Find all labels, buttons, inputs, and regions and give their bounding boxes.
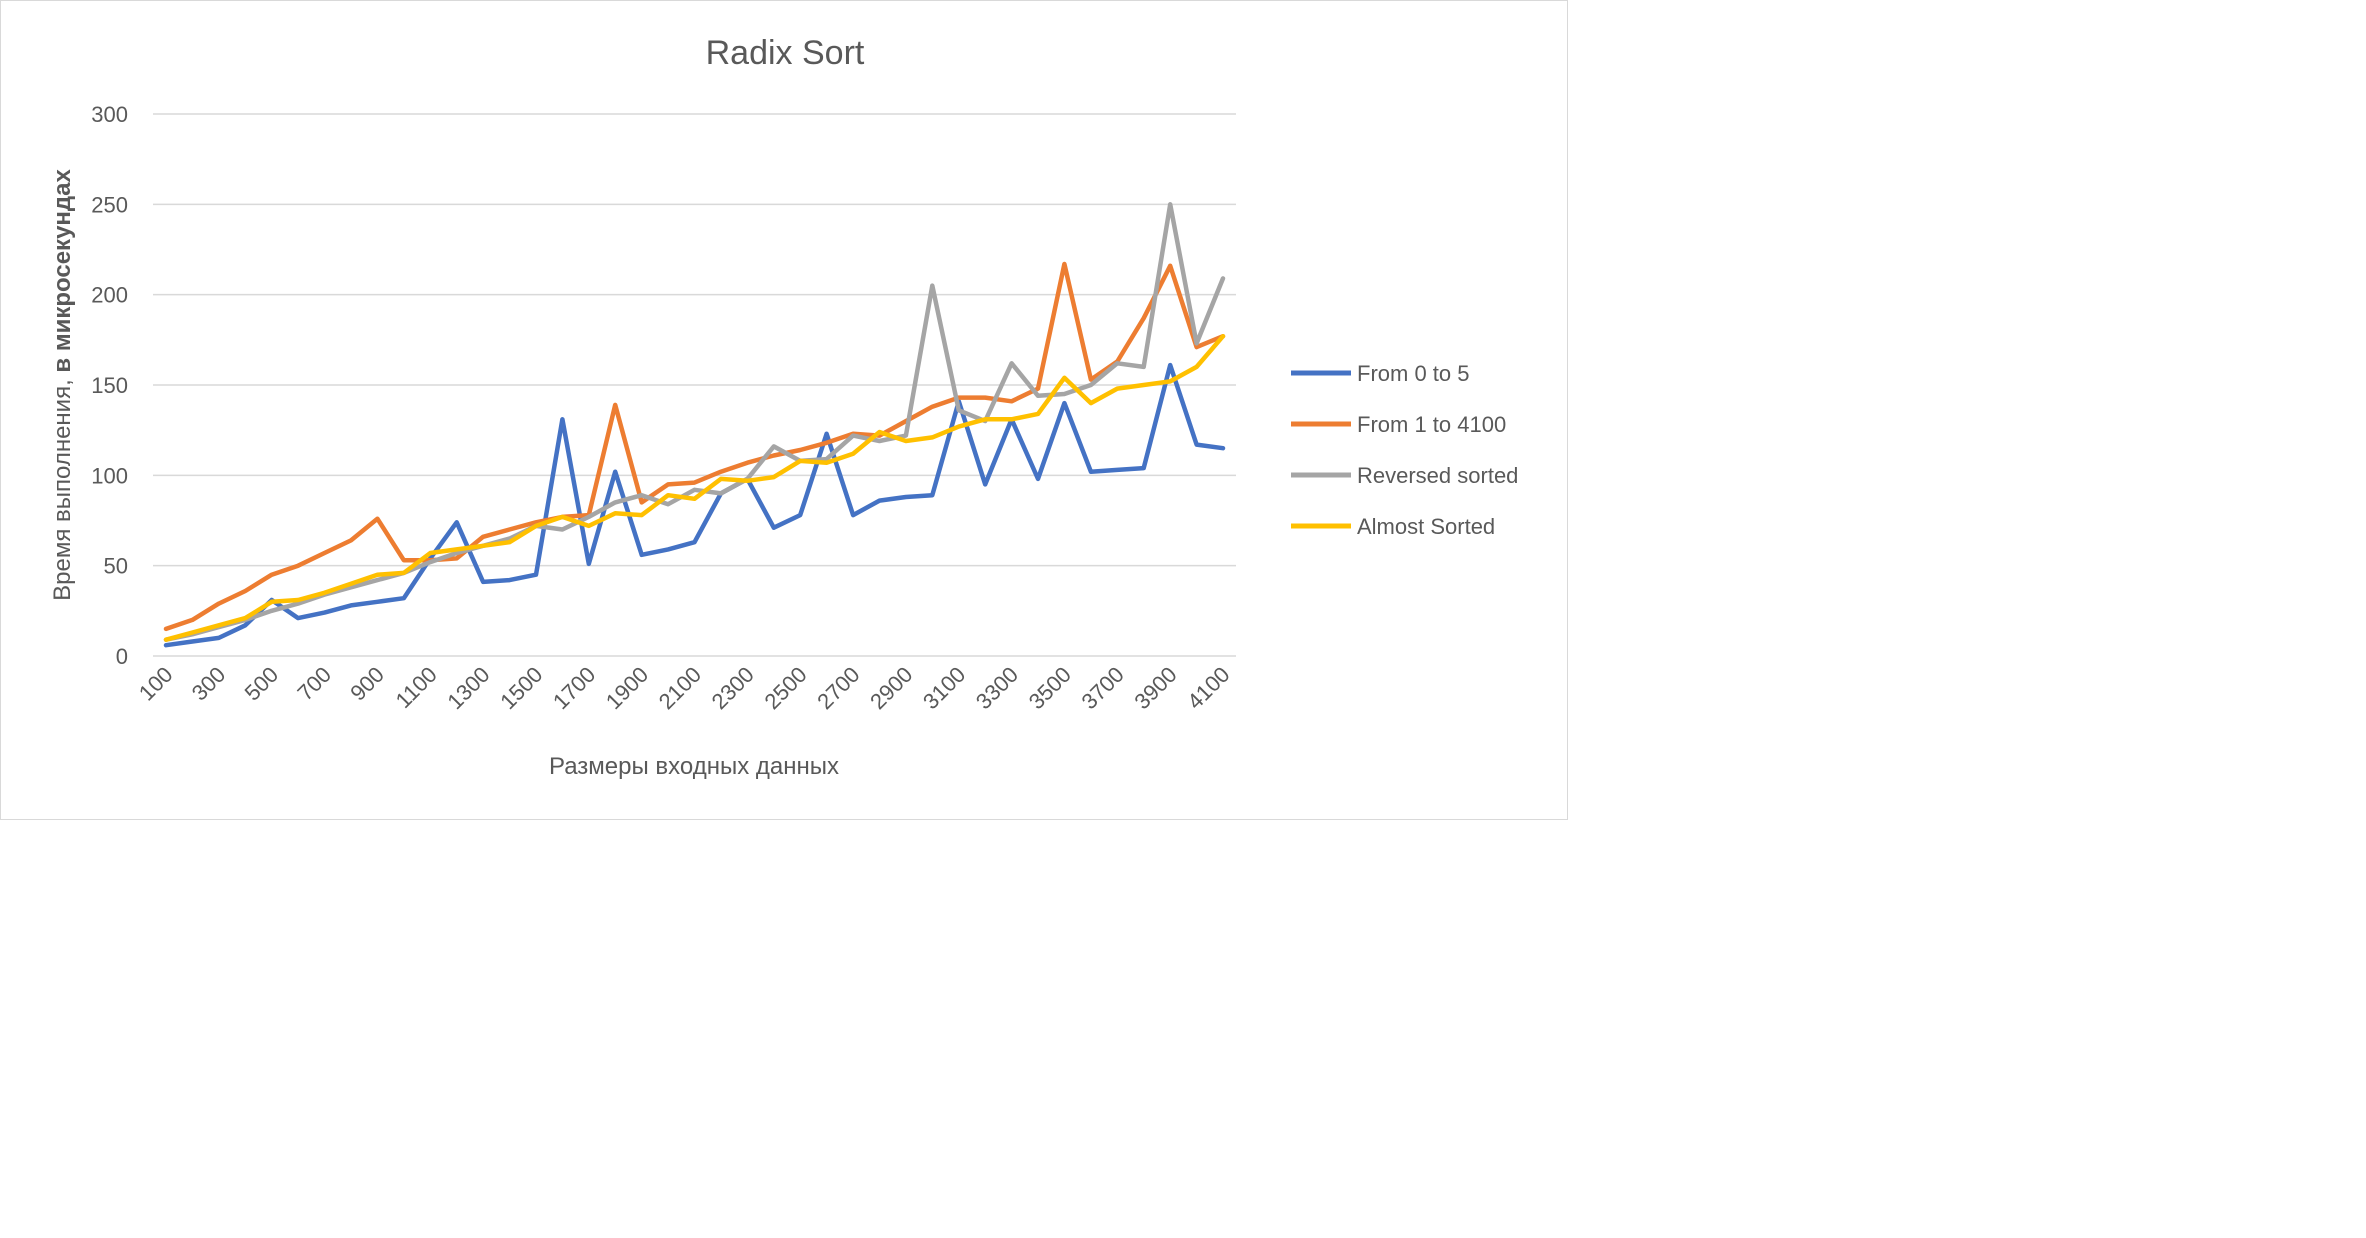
legend-label: Reversed sorted [1357, 463, 1518, 488]
x-tick-label: 4100 [1182, 662, 1234, 714]
x-tick-label: 1300 [442, 662, 494, 714]
series-line-4 [163, 333, 1226, 642]
y-tick-label: 100 [91, 463, 128, 488]
y-axis-title: Время выполнения, в микросекундах [49, 169, 76, 601]
x-tick-label: 2100 [654, 662, 706, 714]
y-axis-tick-labels: 0 50 100 150 200 250 300 [91, 102, 128, 669]
x-tick-label: 1900 [601, 662, 653, 714]
x-tick-label: 2300 [707, 662, 759, 714]
x-tick-label: 300 [187, 662, 231, 706]
chart-title: Radix Sort [706, 34, 865, 72]
x-tick-label: 1700 [548, 662, 600, 714]
gridlines [153, 113, 1236, 657]
x-tick-label: 500 [240, 662, 284, 706]
y-axis-title-bold: в микросекундах [49, 169, 76, 373]
series-line-2 [163, 261, 1226, 632]
chart-area: 0 50 100 150 200 250 300 100 300 500 700 900 1100 13… [0, 0, 1568, 820]
series-line-3 [163, 202, 1226, 642]
x-tick-label: 3700 [1077, 662, 1129, 714]
series-lines [163, 202, 1226, 648]
x-tick-label: 2700 [812, 662, 864, 714]
legend-label: Almost Sorted [1357, 514, 1495, 539]
x-tick-label: 3100 [918, 662, 970, 714]
x-tick-label: 900 [345, 662, 389, 706]
x-tick-label: 2900 [865, 662, 917, 714]
y-tick-label: 0 [116, 644, 128, 669]
x-tick-label: 100 [134, 662, 178, 706]
x-tick-label: 3300 [971, 662, 1023, 714]
legend: From 0 to 5 From 1 to 4100 Reversed sorted… [1291, 361, 1518, 539]
x-tick-label: 3900 [1129, 662, 1181, 714]
x-tick-label: 700 [292, 662, 336, 706]
x-tick-label: 3500 [1024, 662, 1076, 714]
y-tick-label: 200 [91, 283, 128, 308]
x-tick-label: 1500 [495, 662, 547, 714]
y-tick-label: 50 [104, 554, 128, 579]
y-tick-label: 250 [91, 192, 128, 217]
legend-label: From 0 to 5 [1357, 361, 1469, 386]
x-tick-label: 1100 [391, 662, 442, 713]
y-tick-label: 300 [91, 102, 128, 127]
x-axis-title: Размеры входных данных [549, 753, 839, 780]
legend-label: From 1 to 4100 [1357, 412, 1506, 437]
series-line-1 [163, 362, 1226, 648]
x-tick-label: 2500 [759, 662, 811, 714]
x-axis-tick-labels: 100 300 500 700 900 1100 1300 1500 1700 1900 2100 2… [134, 662, 1235, 714]
y-tick-label: 150 [91, 373, 128, 398]
y-axis-title-regular: Время выполнения, [49, 373, 76, 601]
